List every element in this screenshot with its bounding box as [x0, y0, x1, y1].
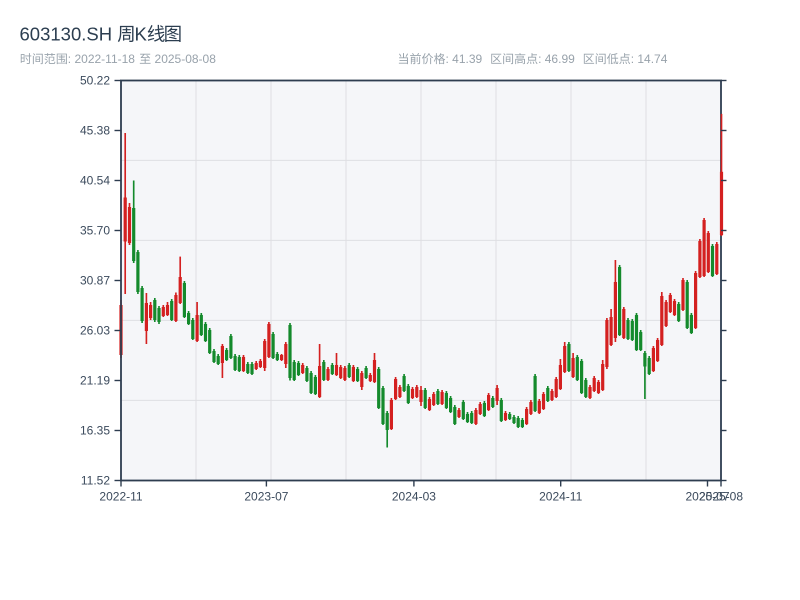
svg-text:2023-07: 2023-07 [244, 490, 288, 504]
svg-text:: 2022-11-18: : 2022-11-18 [68, 52, 135, 66]
svg-text:2024-03: 2024-03 [392, 490, 436, 504]
svg-text:: 41.39: : 41.39 [446, 52, 483, 66]
svg-text:2024-11: 2024-11 [539, 490, 582, 504]
svg-text:26.03: 26.03 [80, 324, 110, 338]
svg-text:30.87: 30.87 [80, 274, 110, 288]
svg-text:21.19: 21.19 [80, 374, 110, 388]
svg-text:50.22: 50.22 [80, 74, 110, 88]
svg-text:K: K [135, 24, 148, 45]
svg-text:2025-08-08: 2025-08-08 [155, 52, 217, 66]
svg-text:40.54: 40.54 [80, 174, 110, 188]
svg-text:2025-07: 2025-07 [685, 490, 729, 504]
svg-text:2025-08: 2025-08 [699, 490, 743, 504]
svg-text:603130.SH: 603130.SH [20, 24, 113, 45]
svg-text:16.35: 16.35 [80, 424, 110, 438]
svg-text:: 14.74: : 14.74 [631, 52, 668, 66]
svg-text:: 46.99: : 46.99 [538, 52, 575, 66]
svg-text:2022-11: 2022-11 [99, 490, 142, 504]
svg-text:35.70: 35.70 [80, 224, 110, 238]
svg-text:11.52: 11.52 [81, 474, 110, 488]
svg-text:45.38: 45.38 [80, 124, 110, 138]
